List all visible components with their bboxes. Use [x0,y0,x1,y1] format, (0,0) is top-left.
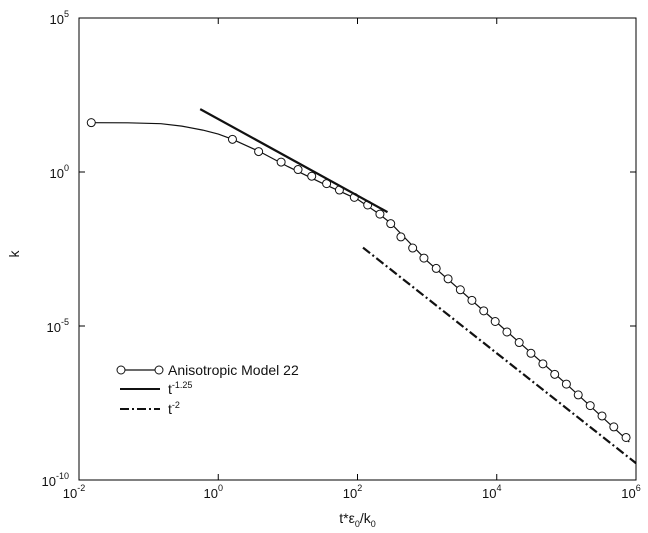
series-model-marker [467,295,477,305]
y-tick-label: 105 [50,9,69,27]
y-tick-label-exp: -5 [61,317,69,327]
series-model-marker [621,432,631,442]
x-tick-label-base: 10 [63,486,77,501]
legend-label-t2-exp: -2 [172,400,180,410]
x-axis-label-base: t*ε [339,510,355,526]
legend: Anisotropic Model 22 t-1.25 t-2 [116,362,299,417]
series-model-marker [609,422,619,432]
x-tick-label-base: 10 [482,486,496,501]
x-tick-label-base: 10 [343,486,357,501]
x-tick-label: 102 [343,483,362,501]
y-tick-label: 10-5 [47,317,69,335]
series-model-marker [502,327,512,337]
series-model-marker [254,147,264,157]
series-model-marker [276,157,286,167]
x-tick-label: 106 [621,483,640,501]
series-model-marker [455,285,465,295]
x-tick-label-exp: 2 [357,483,362,493]
series-model-marker [526,348,536,358]
x-tick-label-base: 10 [621,486,635,501]
x-axis-label-mid: /k [360,510,372,526]
x-axis-label: t*ε0/k0 [339,510,376,529]
legend-label-t2: t-2 [168,400,180,417]
series-model-marker [419,253,429,263]
legend-label-t125-exp: -1.25 [172,380,193,390]
x-tick-label: 10-2 [63,483,85,501]
series-t125-line [199,108,389,214]
legend-marker-left [116,365,126,375]
y-tick-label-exp: 5 [64,9,69,19]
y-tick-label-base: 10 [50,12,64,27]
y-tick-label-base: 10 [50,166,64,181]
series-model-marker [479,306,489,316]
series-model-marker [293,165,303,175]
series-model-marker [561,379,571,389]
y-tick-label-base: 10 [42,474,56,489]
y-axis-label: k [6,250,22,258]
series-model-marker [86,118,96,128]
x-tick-label: 104 [482,483,501,501]
x-tick-label-exp: 4 [496,483,501,493]
series-model-marker [431,263,441,273]
series-model-marker [386,219,396,229]
x-tick-label-exp: 0 [218,483,223,493]
legend-label-t2-base: t [168,401,172,417]
series-model-marker [514,338,524,348]
series-model-marker [408,243,418,253]
series-model-marker [550,369,560,379]
series-layer [86,108,637,465]
series-model-marker [227,134,237,144]
x-axis-label-sub1: 0 [355,519,360,529]
series-model-marker [538,359,548,369]
legend-label-model: Anisotropic Model 22 [168,362,299,378]
y-tick-label-base: 10 [47,320,61,335]
series-model-marker [585,401,595,411]
series-t2-line [362,246,637,465]
x-tick-label-base: 10 [204,486,218,501]
series-model-marker [307,171,317,181]
legend-label-t125-base: t [168,381,172,397]
y-tick-label: 10-10 [42,471,69,489]
series-model-marker [375,209,385,219]
series-model-marker [490,316,500,326]
legend-label-t125: t-1.25 [168,380,192,397]
y-tick-label-exp: -10 [56,471,69,481]
series-model-marker [443,274,453,284]
legend-marker-right [154,365,164,375]
series-model-marker [573,390,583,400]
series-model-marker [396,232,406,242]
y-tick-label: 100 [50,163,69,181]
x-tick-label-exp: -2 [77,483,85,493]
x-axis-label-sub2: 0 [371,519,376,529]
y-tick-label-exp: 0 [64,163,69,173]
series-model-marker [597,411,607,421]
x-tick-label: 100 [204,483,223,501]
x-tick-label-exp: 6 [636,483,641,493]
